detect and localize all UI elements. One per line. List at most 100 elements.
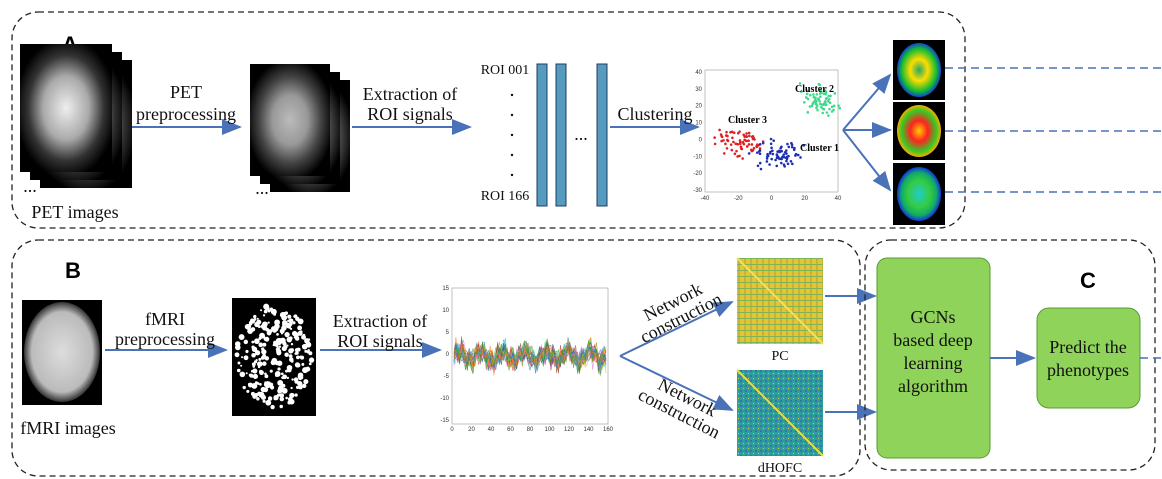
speckle [276, 345, 279, 348]
scatter-dot [746, 139, 750, 143]
step-label: Extraction of [363, 84, 457, 104]
speckle [274, 360, 280, 366]
scatter-dot [734, 142, 738, 145]
speckle [254, 350, 261, 356]
panel-a-frame [11, 11, 966, 229]
scatter-dot [725, 130, 728, 134]
x-tick-label: 60 [507, 427, 514, 433]
scatter-dot [805, 92, 809, 96]
speckle [305, 341, 311, 348]
scatter-dot [759, 167, 763, 171]
speckle [262, 361, 267, 366]
cluster-label: Cluster 3 [728, 115, 767, 126]
speckle [288, 326, 291, 329]
speckle [264, 305, 270, 311]
speckle [245, 372, 248, 375]
diagonal [736, 257, 824, 345]
speckle [288, 354, 293, 358]
scatter-dot [816, 108, 819, 112]
scatter-dot [724, 142, 727, 146]
speckle [282, 312, 285, 315]
scatter-dot [815, 92, 819, 96]
dashed-links [945, 67, 1162, 193]
scatter-dot [756, 151, 759, 154]
scatter-dot [782, 163, 786, 167]
scatter-dot [732, 131, 736, 135]
speckle [281, 383, 286, 388]
speckle [253, 314, 257, 319]
speckle [286, 323, 290, 327]
speckle [297, 318, 304, 325]
speckle [274, 323, 280, 330]
diagonal [736, 369, 824, 457]
speckle [289, 392, 295, 399]
speckle [256, 382, 260, 385]
scatter-dot [790, 145, 794, 149]
scatter-dot [798, 82, 802, 85]
scatter-dot [720, 139, 723, 143]
scatter-dot [768, 163, 771, 166]
fan-arrows [619, 301, 734, 411]
speckle [284, 311, 289, 315]
speckle [287, 319, 290, 323]
speckle [240, 364, 243, 367]
scatter-dot [750, 135, 754, 139]
scatter-dot [745, 132, 748, 135]
scatter-dot [815, 106, 818, 110]
scatter-dot [779, 157, 783, 160]
speckle [277, 379, 284, 386]
speckle [279, 393, 285, 398]
speckle [270, 359, 276, 366]
speckle [290, 386, 293, 390]
scatter-dot [747, 143, 751, 146]
speckle [285, 396, 288, 400]
scatter-dot [776, 156, 779, 159]
panel-label: C [1080, 268, 1096, 293]
x-tick-label: 160 [603, 427, 614, 433]
speckle [272, 344, 275, 347]
x-tick-label: 40 [488, 427, 495, 433]
scatter-dot [758, 152, 762, 156]
speckle [281, 314, 288, 321]
speckle [246, 389, 250, 393]
speckle [273, 341, 277, 344]
scatter-dot [826, 99, 830, 103]
speckle [259, 370, 264, 376]
scatter-dot [832, 104, 836, 108]
x-tick-label: 0 [450, 427, 454, 433]
speckle [235, 344, 241, 351]
scatter-dot [736, 155, 739, 158]
scatter-dot [741, 157, 744, 160]
speckle [243, 339, 249, 345]
scatter-dot [787, 145, 791, 149]
scatter-plot: -40 -20 0 20 40 40 30 20 10 0 -10 -20 -30 [693, 69, 842, 202]
ellipsis: ... [23, 176, 37, 196]
speckle [259, 309, 263, 312]
scatter-dot [731, 136, 734, 140]
speckle [265, 327, 269, 332]
output-box [1036, 307, 1141, 409]
speckle [281, 346, 287, 352]
speckle [264, 381, 267, 384]
speckle [253, 318, 257, 321]
speckle [279, 396, 285, 402]
scatter-dot [739, 147, 743, 150]
scatter-dot [779, 146, 782, 150]
speckle [276, 350, 282, 356]
scatter-dot [729, 143, 733, 146]
cluster-label: Cluster 1 [800, 143, 839, 154]
scatter-dot [718, 128, 721, 132]
scatter-dot [745, 145, 749, 148]
x-tick-label: 40 [835, 196, 842, 202]
scatter-dot [780, 149, 784, 153]
scatter-dot [802, 144, 806, 147]
speckle [308, 357, 315, 363]
scatter-dot [806, 97, 810, 101]
ellipsis: ... [255, 178, 269, 198]
speckle [259, 342, 263, 346]
scatter-dot [815, 99, 818, 103]
speckle [273, 394, 279, 401]
matrix-label: dHOFC [758, 461, 802, 476]
speckle [261, 347, 265, 351]
speckle [257, 391, 262, 396]
